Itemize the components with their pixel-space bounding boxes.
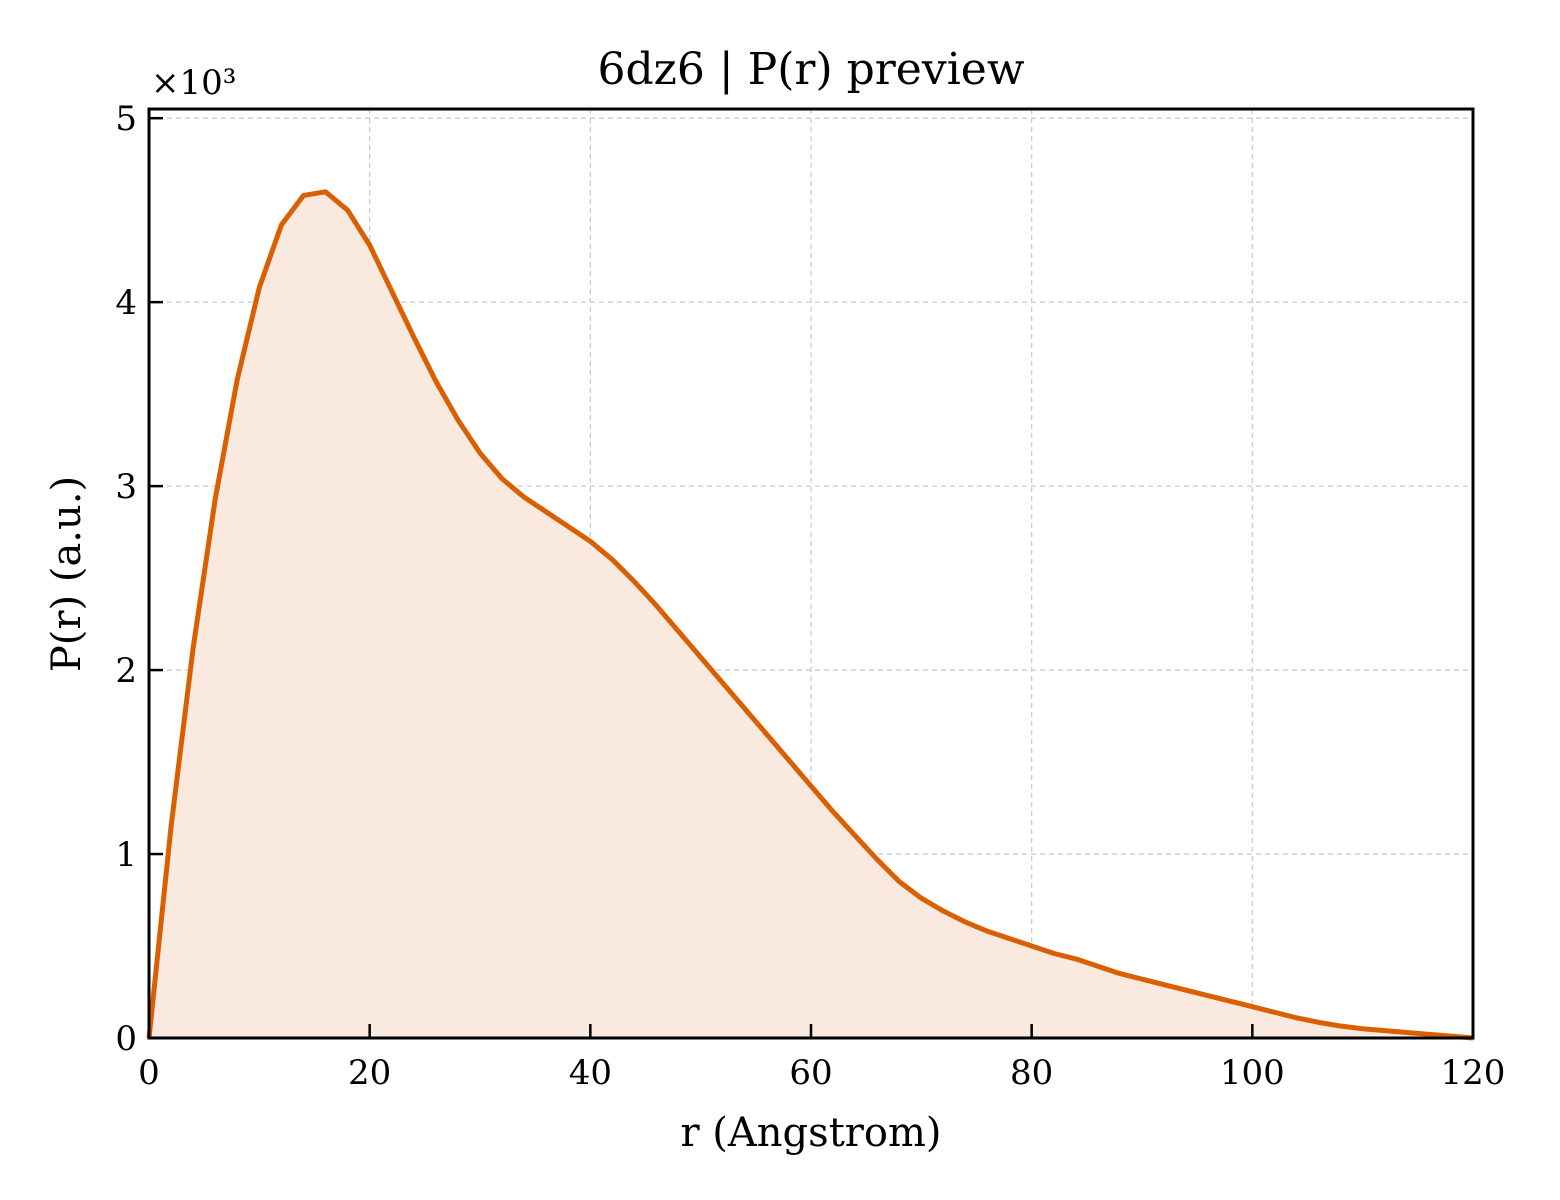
series-line xyxy=(146,189,1474,1041)
y-multiplier-label: ×10³ xyxy=(151,63,236,103)
y-tick-label: 3 xyxy=(115,467,137,507)
y-tick-label: 4 xyxy=(115,283,137,323)
y-axis-label: P(r) (a.u.) xyxy=(44,476,90,672)
x-axis-label: r (Angstrom) xyxy=(680,1110,941,1156)
y-tick-label: 0 xyxy=(115,1019,137,1059)
y-tick-label: 5 xyxy=(115,99,137,139)
tick-layer: 0 20 40 60 80 100 120 0 1 2 3 4 5 xyxy=(115,99,1505,1093)
x-tick-label: 80 xyxy=(1010,1053,1053,1093)
x-tick-label: 0 xyxy=(138,1053,160,1093)
area-fill xyxy=(149,191,1473,1038)
chart-title: 6dz6 | P(r) preview xyxy=(598,44,1025,95)
x-tick-label: 100 xyxy=(1220,1053,1285,1093)
x-tick-label: 120 xyxy=(1441,1053,1506,1093)
x-tick-label: 60 xyxy=(789,1053,832,1093)
x-tick-label: 40 xyxy=(569,1053,612,1093)
x-tick-label: 20 xyxy=(348,1053,391,1093)
y-tick-label: 2 xyxy=(115,651,137,691)
y-tick-label: 1 xyxy=(115,835,137,875)
